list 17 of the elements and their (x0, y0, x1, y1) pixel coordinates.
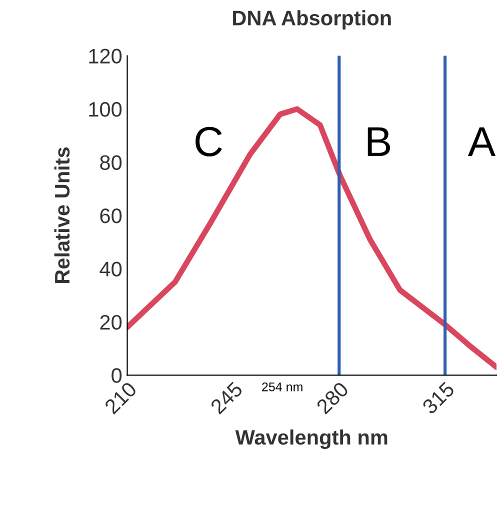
x-tick-label: 315 (421, 381, 456, 415)
chart-title: DNA Absorption (233, 10, 391, 30)
x-tick-label: 245 (210, 381, 244, 415)
annotation: C (196, 126, 222, 156)
y-axis-title: Relative Units (54, 147, 70, 283)
y-tick-label: 20 (100, 314, 122, 330)
y-tick-label: 60 (100, 208, 122, 224)
y-tick-label: 80 (100, 155, 122, 170)
y-tick-label: 40 (100, 262, 122, 276)
x-axis-title: Wavelength nm (235, 429, 388, 449)
y-tick-label: 120 (89, 48, 122, 64)
x-tick-label: 280 (316, 381, 350, 415)
y-tick-label: 0 (112, 368, 122, 383)
text: 254 nm (262, 382, 302, 392)
annotation: A (468, 127, 496, 156)
y-tick-label: 100 (89, 102, 122, 117)
annotation: B (368, 127, 390, 156)
